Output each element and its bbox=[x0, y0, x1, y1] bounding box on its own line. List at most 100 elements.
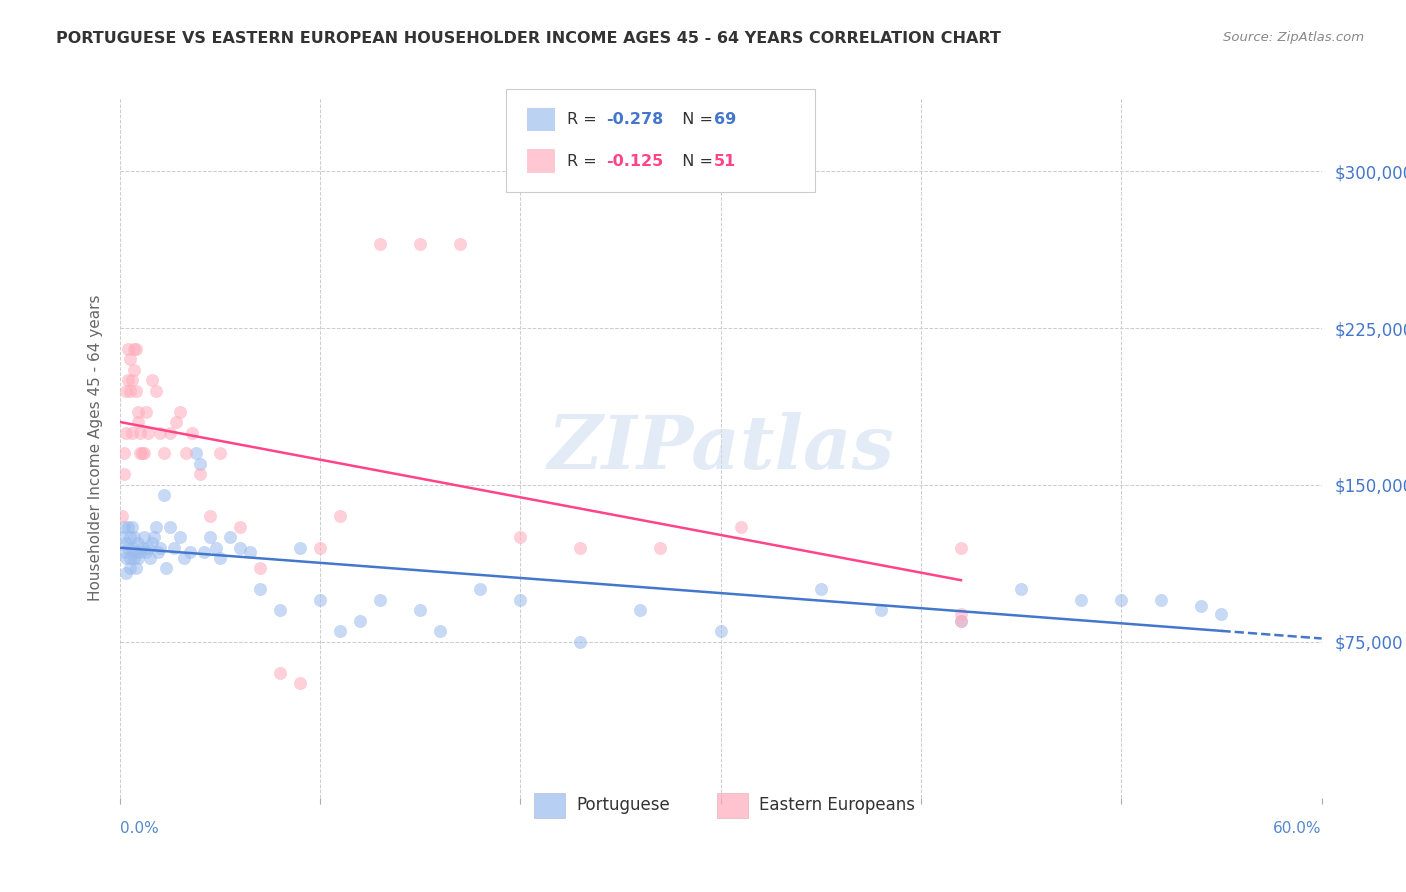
Text: N =: N = bbox=[672, 112, 718, 128]
Point bbox=[409, 237, 432, 252]
Point bbox=[118, 384, 141, 398]
Text: Portuguese: Portuguese bbox=[576, 797, 671, 814]
Point bbox=[142, 530, 165, 544]
Point bbox=[1211, 607, 1233, 622]
Point bbox=[110, 509, 132, 524]
Point bbox=[1191, 599, 1213, 613]
Point bbox=[118, 551, 141, 566]
Point bbox=[122, 363, 145, 377]
Text: Eastern Europeans: Eastern Europeans bbox=[759, 797, 915, 814]
Point bbox=[138, 551, 160, 566]
Text: R =: R = bbox=[567, 153, 602, 169]
Point bbox=[329, 509, 352, 524]
Point bbox=[239, 544, 262, 558]
Point bbox=[368, 237, 391, 252]
Point bbox=[950, 607, 973, 622]
Point bbox=[1150, 592, 1173, 607]
Point bbox=[709, 624, 731, 639]
Point bbox=[198, 509, 221, 524]
Point bbox=[152, 488, 174, 502]
Point bbox=[228, 541, 252, 555]
Text: 0.0%: 0.0% bbox=[120, 821, 159, 836]
Point bbox=[650, 541, 672, 555]
Point bbox=[569, 634, 592, 648]
Text: -0.278: -0.278 bbox=[606, 112, 664, 128]
Point bbox=[117, 519, 139, 533]
Point bbox=[269, 603, 291, 617]
Point bbox=[509, 592, 531, 607]
Point bbox=[569, 541, 592, 555]
Point bbox=[169, 530, 191, 544]
Point bbox=[198, 530, 221, 544]
Point bbox=[122, 342, 145, 356]
Point bbox=[180, 425, 202, 440]
Point bbox=[124, 384, 146, 398]
Point bbox=[449, 237, 471, 252]
Point bbox=[1010, 582, 1032, 597]
Point bbox=[630, 603, 652, 617]
Point bbox=[429, 624, 451, 639]
Point bbox=[124, 544, 146, 558]
Point bbox=[249, 582, 271, 597]
Point bbox=[121, 541, 143, 555]
Point bbox=[136, 425, 159, 440]
Point bbox=[141, 373, 163, 387]
Point bbox=[114, 384, 136, 398]
Point bbox=[122, 530, 145, 544]
Point bbox=[869, 603, 893, 617]
Point bbox=[179, 544, 201, 558]
Text: Source: ZipAtlas.com: Source: ZipAtlas.com bbox=[1223, 31, 1364, 45]
Point bbox=[128, 425, 150, 440]
Text: ZIPatlas: ZIPatlas bbox=[547, 412, 894, 484]
Point bbox=[162, 541, 184, 555]
Point bbox=[509, 530, 531, 544]
Point bbox=[950, 614, 973, 628]
Point bbox=[1111, 592, 1133, 607]
Point bbox=[127, 551, 149, 566]
Point bbox=[146, 544, 169, 558]
Point bbox=[188, 457, 211, 471]
Point bbox=[950, 614, 973, 628]
Point bbox=[135, 544, 157, 558]
Point bbox=[112, 544, 135, 558]
Point bbox=[810, 582, 832, 597]
Point bbox=[228, 519, 252, 533]
Text: R =: R = bbox=[567, 112, 602, 128]
Point bbox=[132, 530, 155, 544]
Point bbox=[145, 519, 167, 533]
Point bbox=[118, 561, 141, 575]
Point bbox=[149, 541, 172, 555]
Point bbox=[114, 536, 136, 550]
Point bbox=[136, 541, 159, 555]
Point bbox=[110, 530, 132, 544]
Point bbox=[121, 519, 143, 533]
Point bbox=[208, 551, 231, 566]
Point bbox=[114, 551, 136, 566]
Text: PORTUGUESE VS EASTERN EUROPEAN HOUSEHOLDER INCOME AGES 45 - 64 YEARS CORRELATION: PORTUGUESE VS EASTERN EUROPEAN HOUSEHOLD… bbox=[56, 31, 1001, 46]
Point bbox=[118, 530, 141, 544]
Point bbox=[329, 624, 352, 639]
Point bbox=[152, 446, 174, 460]
Point bbox=[131, 446, 153, 460]
Point bbox=[165, 415, 187, 429]
Point bbox=[309, 541, 332, 555]
Point bbox=[114, 566, 136, 580]
Point bbox=[184, 446, 207, 460]
Point bbox=[368, 592, 391, 607]
Text: N =: N = bbox=[672, 153, 718, 169]
Point bbox=[409, 603, 432, 617]
Point bbox=[127, 536, 149, 550]
Point bbox=[135, 404, 157, 418]
Point bbox=[730, 519, 752, 533]
Point bbox=[112, 446, 135, 460]
Point bbox=[169, 404, 191, 418]
Point bbox=[249, 561, 271, 575]
Point bbox=[121, 373, 143, 387]
Point bbox=[127, 404, 149, 418]
Point bbox=[173, 551, 195, 566]
Point bbox=[269, 665, 291, 680]
Y-axis label: Householder Income Ages 45 - 64 years: Householder Income Ages 45 - 64 years bbox=[87, 295, 103, 601]
Point bbox=[159, 425, 181, 440]
Point bbox=[124, 561, 146, 575]
Point bbox=[218, 530, 240, 544]
